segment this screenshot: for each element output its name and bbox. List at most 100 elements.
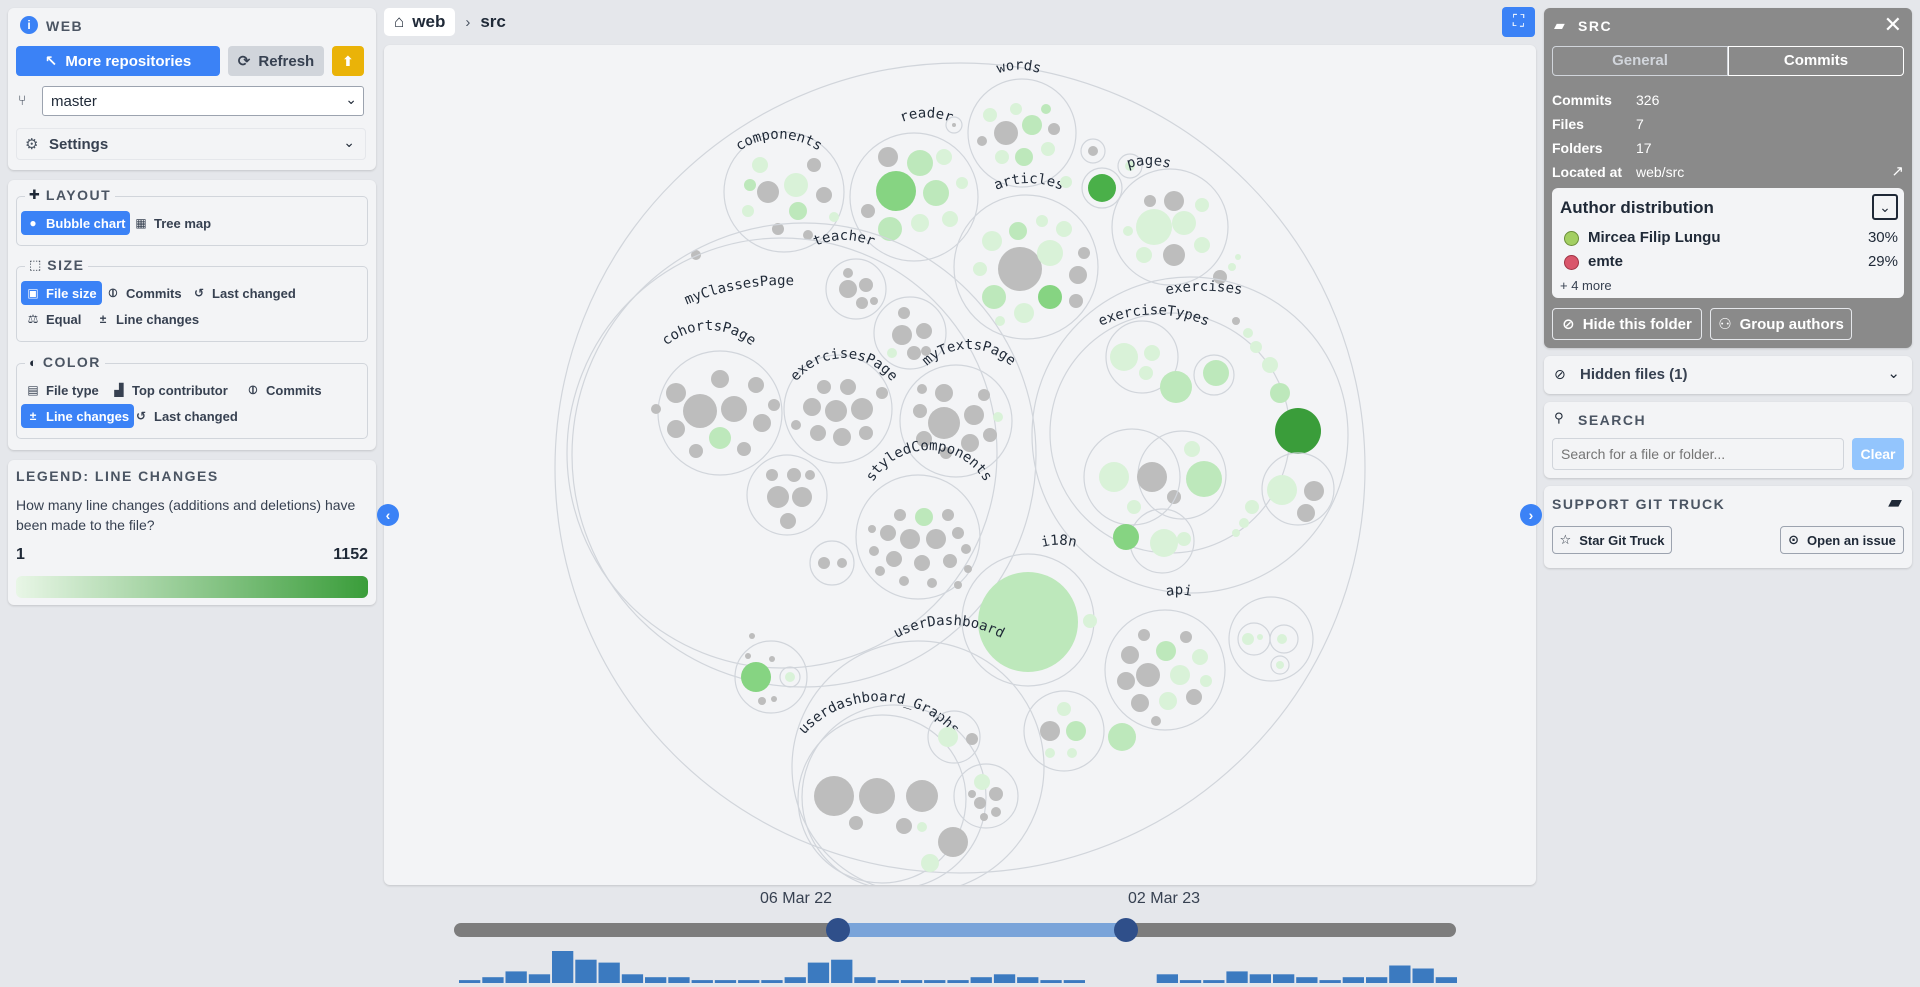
collapse-right-button[interactable]: › bbox=[1520, 504, 1542, 526]
fullscreen-button[interactable]: ⛶ bbox=[1502, 7, 1535, 37]
folder-bubble-reader[interactable] bbox=[849, 132, 979, 262]
upload-button[interactable]: ⬆ bbox=[332, 46, 364, 76]
chevron-down-icon: ⌄ bbox=[343, 134, 355, 150]
commit-icon: ⦶ bbox=[108, 285, 118, 300]
legend-panel: LEGEND: LINE CHANGES How many line chang… bbox=[8, 460, 376, 605]
timeline-end-date: 02 Mar 23 bbox=[1128, 890, 1201, 907]
color-option-top-contributor[interactable]: ▟ Top contributor bbox=[107, 378, 233, 402]
folder-bubble-pages[interactable] bbox=[1111, 168, 1229, 286]
file-bubbles-userdashboard bbox=[814, 710, 1019, 872]
histogram-bar bbox=[784, 977, 806, 983]
color-option-line-changes[interactable]: ± Line changes bbox=[21, 404, 135, 428]
diff-icon: ± bbox=[29, 409, 37, 423]
legend-min: 1 bbox=[16, 546, 25, 563]
info-icon: i bbox=[20, 16, 38, 34]
dashed-square-icon: ⬚ bbox=[29, 257, 42, 272]
folder-bubble-small-3[interactable] bbox=[1117, 153, 1143, 179]
layout-option-bubble-chart[interactable]: ● Bubble chart bbox=[21, 211, 131, 235]
size-option-last-changed[interactable]: ↺ Last changed bbox=[193, 285, 296, 301]
folder-bubble-cohortspage[interactable] bbox=[657, 350, 783, 476]
folder-bubble-teacher[interactable] bbox=[825, 258, 887, 320]
folder-bubble-unnamed-4[interactable] bbox=[1228, 596, 1314, 682]
folder-bubble-unnamed-1[interactable] bbox=[873, 296, 947, 370]
refresh-button[interactable]: ⟳ Refresh bbox=[228, 46, 324, 76]
histogram-bar bbox=[877, 980, 899, 983]
histogram-bar bbox=[900, 980, 923, 983]
refresh-icon: ⟳ bbox=[237, 53, 251, 70]
breadcrumb-root[interactable]: ⌂ web bbox=[384, 8, 456, 36]
tab-general[interactable]: General bbox=[1552, 46, 1728, 76]
expand-icon: ⛶ bbox=[1512, 13, 1525, 30]
folder-bubble-userdashboard[interactable] bbox=[791, 640, 1045, 894]
file-bubbles-mytextspage bbox=[913, 384, 1003, 459]
search-input[interactable] bbox=[1552, 438, 1844, 470]
size-option-commits[interactable]: ⦶ Commits bbox=[101, 281, 187, 305]
histogram-bar bbox=[668, 977, 690, 983]
folder-bubble-unnamed-2[interactable] bbox=[746, 454, 828, 536]
size-option-line-changes[interactable]: ± Line changes bbox=[91, 307, 204, 331]
file-bubbles-reader bbox=[861, 147, 968, 241]
folder-label-exercisetypes: exerciseTypes bbox=[1096, 303, 1212, 330]
search-icon: ⚲ bbox=[1554, 410, 1564, 425]
bubble-chart: src words components reader bbox=[554, 19, 1366, 894]
file-bubbles-unnamed-1 bbox=[887, 307, 932, 360]
histogram-bar bbox=[807, 962, 830, 983]
folder-bubble-mytextspage[interactable] bbox=[899, 364, 1013, 478]
hidden-files-panel[interactable]: ⊘ Hidden files (1) ⌄ bbox=[1544, 356, 1912, 394]
more-authors-link[interactable]: + 4 more bbox=[1560, 278, 1612, 293]
color-option-commits[interactable]: ⦶ Commits bbox=[241, 378, 327, 402]
clear-search-button[interactable]: Clear bbox=[1852, 438, 1904, 470]
bubbles-icon: ● bbox=[29, 216, 37, 230]
folder-bubble-small-4[interactable] bbox=[1081, 167, 1123, 209]
tab-commits[interactable]: Commits bbox=[1728, 46, 1904, 76]
breadcrumb: ⌂ web › src bbox=[384, 7, 506, 37]
group-authors-button[interactable]: ⚇ Group authors bbox=[1710, 308, 1852, 340]
file-size-icon: ▣ bbox=[27, 286, 39, 300]
folder-bubble-exercises[interactable] bbox=[1031, 276, 1349, 594]
legend-gradient bbox=[16, 576, 368, 598]
layout-option-tree-map[interactable]: ▦ Tree map bbox=[135, 215, 212, 231]
histogram-bar bbox=[1435, 977, 1457, 983]
folder-bubble-styledcomponents[interactable] bbox=[855, 474, 981, 600]
folder-bubble-api[interactable] bbox=[1104, 609, 1226, 731]
folder-label-exercises: exercises bbox=[1164, 279, 1244, 298]
timeline-start-handle[interactable] bbox=[826, 918, 850, 942]
file-bubble-i18n-main[interactable] bbox=[978, 572, 1078, 672]
folder-icon: ▰ bbox=[1554, 17, 1565, 33]
star-git-truck-button[interactable]: ☆ Star Git Truck bbox=[1552, 526, 1672, 554]
histogram-bar bbox=[714, 980, 737, 983]
arrow-up-left-icon: ↖ bbox=[44, 53, 58, 70]
color-option-last-changed[interactable]: ↺ Last changed bbox=[135, 408, 238, 424]
folder-bubble-exercisespage[interactable] bbox=[783, 354, 893, 464]
folder-label-articles: articles bbox=[992, 171, 1066, 194]
open-issue-button[interactable]: ⊙ Open an issue bbox=[1780, 526, 1904, 554]
folder-bubble-unnamed-3[interactable] bbox=[809, 540, 855, 586]
timeline-end-handle[interactable] bbox=[1114, 918, 1138, 942]
size-option-equal[interactable]: ⚖ Equal bbox=[27, 311, 82, 327]
close-details-button[interactable]: ✕ bbox=[1884, 12, 1902, 38]
color-option-file-type[interactable]: ▤ File type bbox=[27, 382, 99, 398]
folder-bubble-articles[interactable] bbox=[953, 194, 1099, 340]
folder-bubble-myclassespage[interactable] bbox=[571, 222, 1037, 688]
folder-label-api: api bbox=[1165, 583, 1194, 600]
size-group: ⬚ SIZE ▣ File size ⦶ Commits ↺ Last changed … bbox=[16, 257, 368, 342]
more-repositories-button[interactable]: ↖ More repositories bbox=[16, 46, 220, 76]
folder-bubble-small-1[interactable] bbox=[945, 116, 963, 134]
folder-bubble-components[interactable] bbox=[723, 131, 845, 253]
folder-bubble-unnamed-5[interactable] bbox=[734, 640, 808, 714]
folder-bubble-src[interactable] bbox=[554, 62, 1366, 874]
settings-toggle[interactable]: ⚙ Settings ⌄ bbox=[16, 128, 366, 160]
folder-bubble-unnamed-6[interactable] bbox=[1023, 690, 1105, 772]
folder-bubble-small-2[interactable] bbox=[1080, 138, 1106, 164]
hide-folder-button[interactable]: ⊘ Hide this folder bbox=[1552, 308, 1702, 340]
details-panel: ▰ SRC ✕ General Commits Commits 326 File… bbox=[1544, 8, 1912, 348]
histogram-bar bbox=[691, 980, 713, 983]
histogram-bar bbox=[575, 959, 597, 983]
collapse-left-button[interactable]: ‹ bbox=[377, 504, 399, 526]
open-external-icon[interactable]: ↗ bbox=[1891, 163, 1904, 180]
histogram-bar bbox=[1389, 965, 1411, 983]
author-distribution-toggle[interactable]: ⌄ bbox=[1872, 194, 1898, 220]
branch-select[interactable]: master ⌄ bbox=[42, 86, 364, 116]
size-option-file-size[interactable]: ▣ File size bbox=[21, 281, 102, 305]
folder-bubble-words[interactable] bbox=[967, 78, 1077, 188]
